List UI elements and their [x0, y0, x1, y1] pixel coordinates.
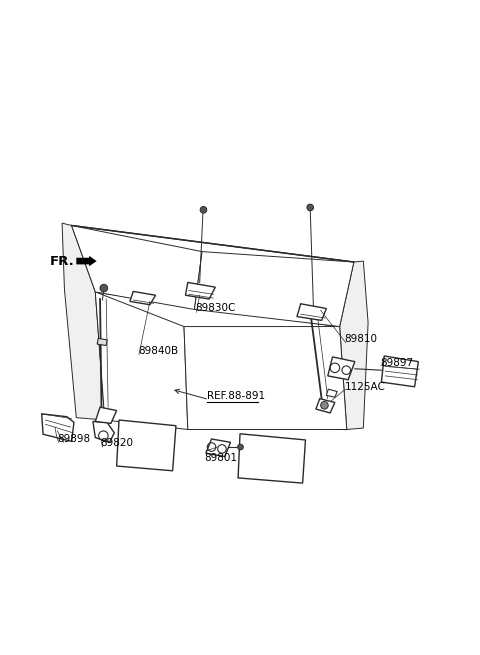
Polygon shape — [96, 292, 347, 430]
Polygon shape — [238, 434, 305, 483]
Text: 89897: 89897 — [380, 358, 413, 368]
Polygon shape — [297, 304, 326, 320]
Polygon shape — [185, 282, 216, 299]
Text: 89820: 89820 — [100, 438, 133, 449]
Text: 89840B: 89840B — [138, 346, 178, 356]
Polygon shape — [184, 327, 347, 430]
Polygon shape — [96, 292, 188, 430]
Polygon shape — [72, 225, 202, 309]
Polygon shape — [62, 223, 105, 420]
Text: REF.88-891: REF.88-891 — [207, 391, 265, 401]
Polygon shape — [382, 356, 419, 387]
Circle shape — [307, 204, 313, 211]
Polygon shape — [316, 399, 335, 413]
Polygon shape — [326, 389, 337, 397]
Polygon shape — [340, 261, 368, 430]
Circle shape — [100, 284, 108, 292]
Circle shape — [200, 206, 207, 213]
Polygon shape — [72, 225, 354, 327]
Circle shape — [321, 402, 328, 409]
Polygon shape — [97, 339, 107, 346]
Text: 89830C: 89830C — [195, 303, 235, 313]
Text: 89898: 89898 — [57, 434, 90, 443]
Polygon shape — [42, 414, 74, 441]
Text: 1125AC: 1125AC — [344, 382, 385, 392]
Text: 89801: 89801 — [204, 453, 238, 462]
Polygon shape — [194, 252, 354, 327]
Polygon shape — [76, 256, 96, 267]
Text: FR.: FR. — [50, 255, 75, 268]
Polygon shape — [328, 357, 355, 380]
Text: 89810: 89810 — [344, 334, 377, 344]
Polygon shape — [93, 421, 114, 442]
Polygon shape — [96, 407, 117, 423]
Polygon shape — [130, 291, 156, 305]
Circle shape — [238, 444, 243, 450]
Polygon shape — [206, 439, 230, 457]
Polygon shape — [117, 420, 176, 471]
